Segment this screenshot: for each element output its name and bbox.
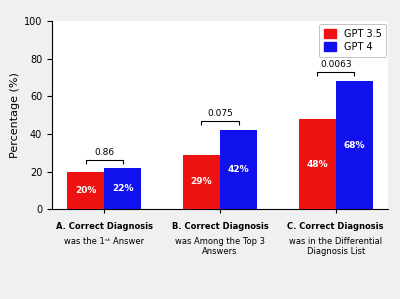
Text: 0.075: 0.075	[207, 109, 233, 118]
Text: C. Correct Diagnosis: C. Correct Diagnosis	[288, 222, 384, 231]
Text: 42%: 42%	[228, 165, 249, 174]
Bar	[220, 130, 257, 209]
Text: 20%: 20%	[75, 186, 96, 195]
Bar	[299, 119, 336, 209]
Text: 0.0063: 0.0063	[320, 60, 352, 69]
Text: was the 1ˢᵗ Answer: was the 1ˢᵗ Answer	[64, 237, 144, 245]
Text: 68%: 68%	[344, 141, 365, 150]
Y-axis label: Percentage (%): Percentage (%)	[10, 72, 20, 158]
Text: B. Correct Diagnosis: B. Correct Diagnosis	[172, 222, 268, 231]
Legend: GPT 3.5, GPT 4: GPT 3.5, GPT 4	[320, 24, 386, 57]
Text: was Among the Top 3
Answers: was Among the Top 3 Answers	[175, 237, 265, 256]
Text: 29%: 29%	[191, 178, 212, 187]
Text: A. Correct Diagnosis: A. Correct Diagnosis	[56, 222, 153, 231]
Bar	[104, 168, 141, 209]
Bar	[67, 172, 104, 209]
Text: 22%: 22%	[112, 184, 134, 193]
Bar	[336, 81, 373, 209]
Bar	[183, 155, 220, 209]
Text: was in the Differential
Diagnosis List: was in the Differential Diagnosis List	[289, 237, 382, 256]
Text: 48%: 48%	[306, 160, 328, 169]
Text: 0.86: 0.86	[94, 149, 114, 158]
